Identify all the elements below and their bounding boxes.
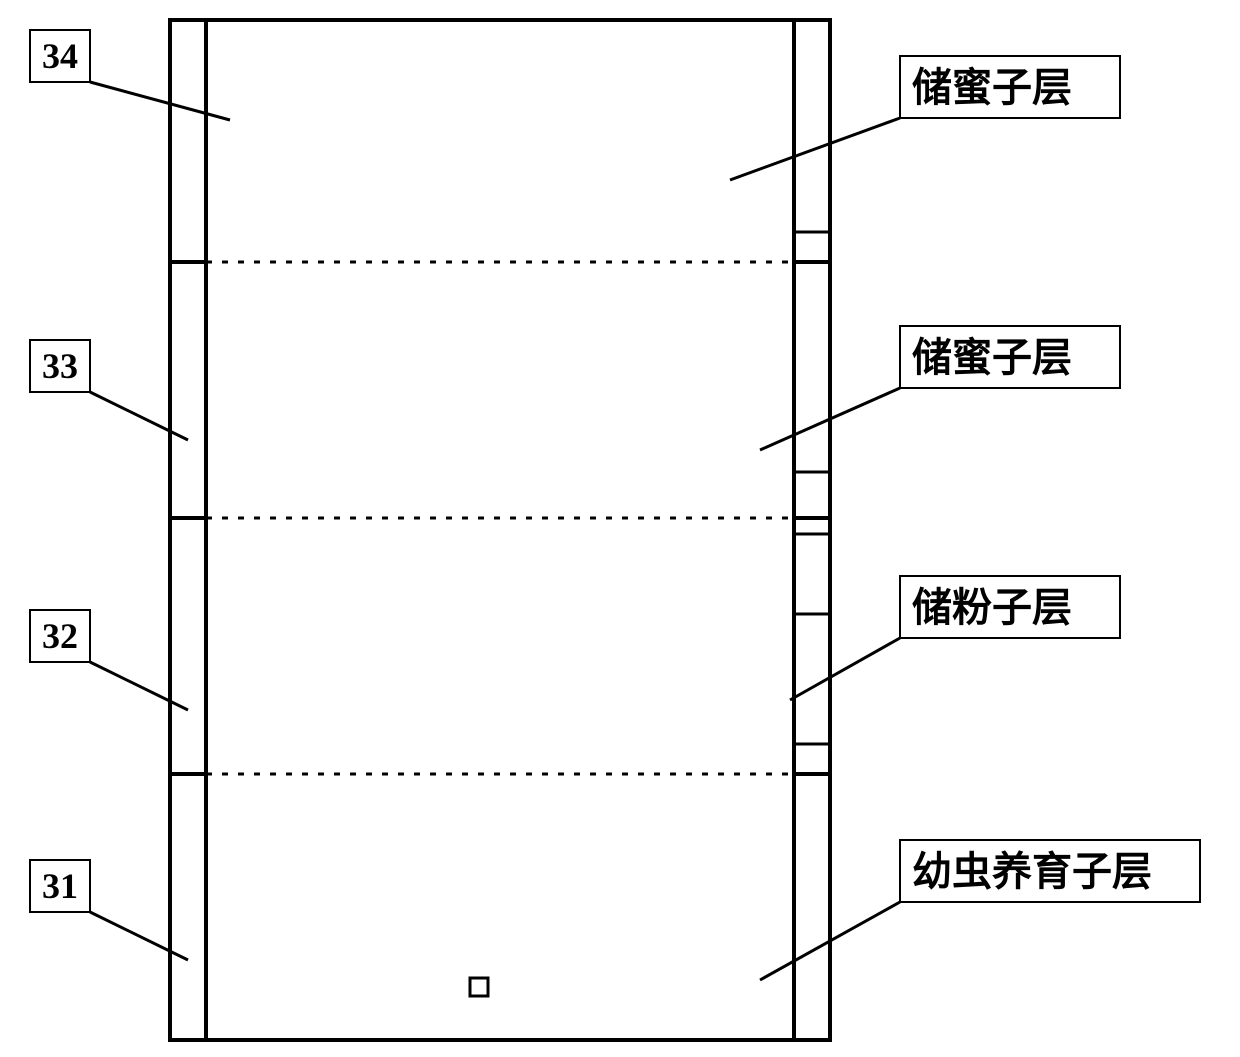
right-label-text: 幼虫养育子层 bbox=[912, 849, 1152, 894]
small-square-marker bbox=[470, 978, 488, 996]
left-label-text: 33 bbox=[42, 346, 78, 386]
left-label-text: 31 bbox=[42, 866, 78, 906]
left-leader bbox=[90, 392, 188, 440]
left-leader bbox=[90, 912, 188, 960]
diagram-root: 34333231储蜜子层储蜜子层储粉子层幼虫养育子层 bbox=[0, 0, 1240, 1057]
right-label-text: 储粉子层 bbox=[912, 585, 1072, 630]
column-outline bbox=[170, 20, 830, 1040]
right-label-text: 储蜜子层 bbox=[912, 335, 1072, 380]
left-leader bbox=[90, 82, 230, 120]
right-leader bbox=[790, 638, 900, 700]
right-label-text: 储蜜子层 bbox=[912, 65, 1072, 110]
left-label-text: 32 bbox=[42, 616, 78, 656]
left-leader bbox=[90, 662, 188, 710]
right-leader bbox=[730, 118, 900, 180]
left-label-text: 34 bbox=[42, 36, 78, 76]
